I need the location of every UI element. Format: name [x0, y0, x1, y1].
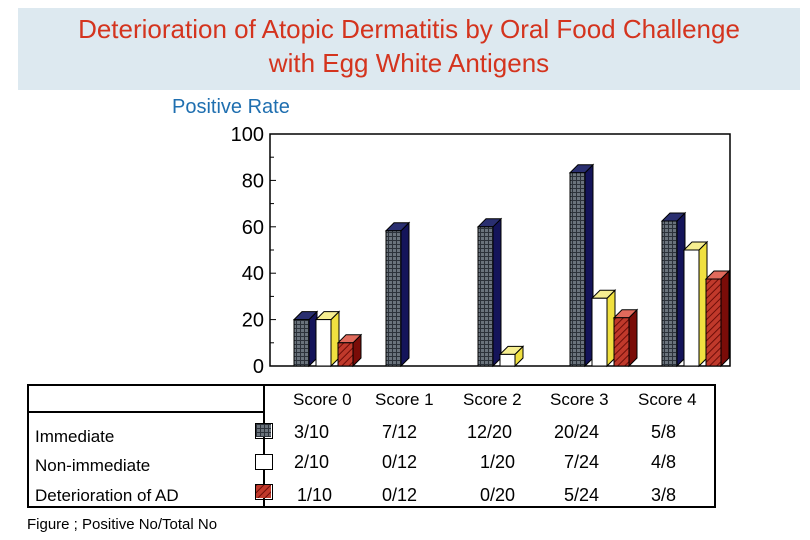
bar: [314, 310, 341, 368]
table-cell: 12/20: [467, 422, 513, 442]
table-cell: 5/24: [564, 485, 600, 505]
table-cell: 7/12: [382, 422, 418, 442]
bars: [292, 163, 731, 368]
y-tick-label: 60: [242, 217, 264, 239]
table-divider: [29, 411, 263, 413]
table-cell: 3/10: [294, 422, 330, 442]
y-tick-label: 20: [242, 310, 264, 332]
bar-side: [720, 269, 730, 368]
bar-front: [705, 278, 722, 367]
bar: [568, 163, 595, 368]
row-label-immediate: Immediate: [35, 427, 115, 446]
legend-swatch-immediate: [255, 423, 273, 439]
bar-side: [628, 308, 638, 368]
figure-caption: Figure ; Positive No/Total No: [27, 516, 218, 533]
bar: [660, 211, 687, 368]
y-axis-label: Positive Rate: [172, 96, 290, 118]
table-cell: 1/10: [297, 485, 333, 505]
bar-front: [315, 319, 332, 367]
bar: [476, 217, 503, 368]
legend-swatch-non-immediate: [255, 454, 273, 470]
table-cell: 0/12: [382, 485, 418, 505]
table-cell: 0/20: [480, 485, 516, 505]
table-cell: 7/24: [564, 452, 600, 472]
bar: [682, 240, 709, 368]
bar: [384, 221, 411, 368]
column-header: Score 3: [550, 390, 609, 409]
bar-front: [569, 172, 586, 367]
column-header: Score 1: [375, 390, 434, 409]
table-cell: 0/12: [382, 452, 418, 472]
data-table: Score 0 Score 1 Score 2 Score 3 Score 4 …: [27, 384, 716, 508]
axes: 0 20 40 60 80 100: [231, 124, 731, 378]
table-cell: 2/10: [294, 452, 330, 472]
bar-side: [492, 217, 502, 368]
bar: [704, 269, 731, 368]
column-header: Score 2: [463, 390, 522, 409]
bar-front: [613, 317, 630, 367]
y-tick-label: 80: [242, 170, 264, 192]
y-tick-label: 0: [253, 356, 264, 378]
column-header: Score 0: [293, 390, 352, 409]
y-tick-label: 40: [242, 263, 264, 285]
bar: [612, 308, 639, 368]
bar: [336, 333, 363, 368]
bar-front: [661, 220, 678, 367]
row-label-non-immediate: Non-immediate: [35, 456, 151, 475]
column-header: Score 4: [638, 390, 697, 409]
bar: [292, 310, 319, 368]
row-label-deterioration: Deterioration of AD: [35, 486, 179, 505]
table-cell: 1/20: [480, 452, 516, 472]
bar-front: [293, 319, 310, 367]
table-cell: 20/24: [554, 422, 600, 442]
title-background: [18, 8, 800, 90]
table-cell: 4/8: [651, 452, 677, 472]
table-cell: 3/8: [651, 485, 677, 505]
bar-front: [385, 230, 402, 367]
bar-front: [477, 226, 494, 367]
bar-front: [591, 297, 608, 367]
y-tick-label: 100: [231, 124, 264, 146]
table-cell: 5/8: [651, 422, 677, 442]
bar-front: [499, 353, 516, 367]
legend-swatch-deterioration: [255, 484, 273, 500]
bar: [590, 289, 617, 368]
table-divider: [263, 386, 265, 506]
chart-title: Deterioration of Atopic Dermatitis by Or…: [78, 14, 740, 78]
bar-side: [400, 221, 410, 368]
bar-front: [683, 249, 700, 367]
bar: [498, 345, 525, 368]
bar-front: [337, 342, 354, 367]
